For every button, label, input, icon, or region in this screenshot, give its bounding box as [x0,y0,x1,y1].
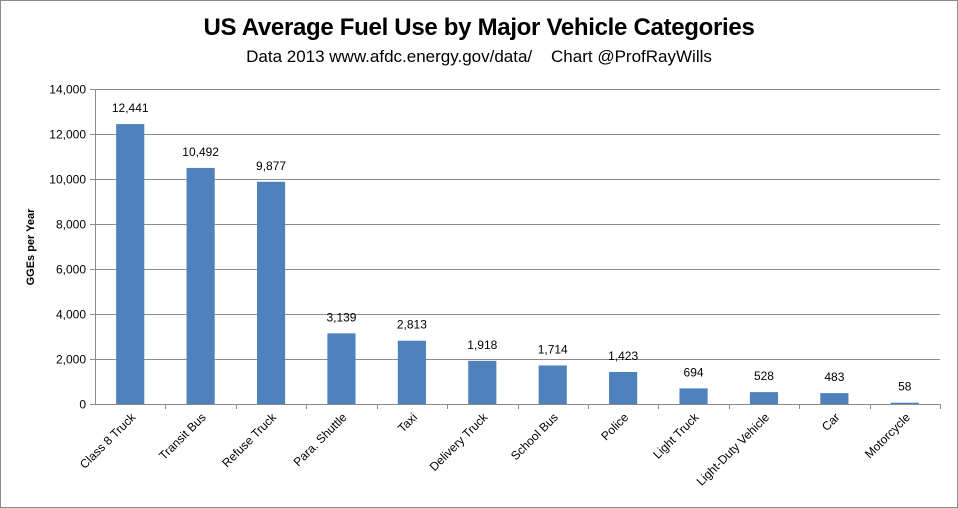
x-tick-label: Delivery Truck [427,410,491,474]
y-tick-label: 10,000 [49,173,86,187]
data-label: 1,423 [608,349,638,363]
x-tick-label: Car [819,410,843,434]
bar [256,181,286,404]
data-label: 1,918 [467,338,497,352]
x-tick-label: Para. Shuttle [291,410,350,469]
y-tick-label: 0 [79,398,86,412]
data-label: 9,877 [256,159,286,173]
data-label: 483 [824,370,844,384]
x-tick-label: Taxi [395,410,420,435]
bar [679,388,708,404]
bar [609,371,638,404]
y-tick-label: 12,000 [49,128,86,142]
x-tick-label: Refuse Truck [219,410,280,471]
data-label: 2,813 [397,318,427,332]
y-tick-label: 14,000 [49,83,86,97]
y-tick-label: 8,000 [56,218,86,232]
y-tick-label: 4,000 [56,308,86,322]
y-tick-label: 2,000 [56,353,86,367]
x-tick-label: Light-Duty Vehicle [694,410,773,489]
data-label: 58 [898,380,912,394]
x-tick-label: Light Truck [650,410,702,462]
data-label: 12,441 [112,101,149,115]
bar [468,360,497,404]
x-tick-label: Police [598,410,631,443]
data-label: 3,139 [326,310,356,324]
gridlines [95,89,940,360]
y-tick-label: 6,000 [56,263,86,277]
x-tick-label: School Bus [508,410,561,463]
data-label: 528 [754,369,774,383]
bar [749,392,779,404]
bar [116,124,145,404]
bar [186,167,215,404]
axes [90,89,941,409]
bar [820,393,849,404]
data-label: 694 [684,365,704,379]
labels: 0 2,000 4,000 6,000 8,000 10,000 12,000 14,000 1… [49,83,913,489]
data-label: 1,714 [538,342,568,356]
chart-subtitle: Data 2013 www.afdc.energy.gov/data/ Char… [246,47,712,66]
bar-series [116,124,919,404]
x-tick-label: Motorcycle [862,410,913,461]
chart-title: US Average Fuel Use by Major Vehicle Cat… [203,14,755,41]
bar [327,333,356,404]
bar [890,402,919,404]
x-tick-label: Class 8 Truck [77,410,139,472]
x-tick-label: Transit Bus [156,410,209,463]
bar [538,365,567,404]
y-axis-label: GGEs per Year [25,208,37,286]
bar [397,340,426,404]
data-label: 10,492 [182,145,219,159]
